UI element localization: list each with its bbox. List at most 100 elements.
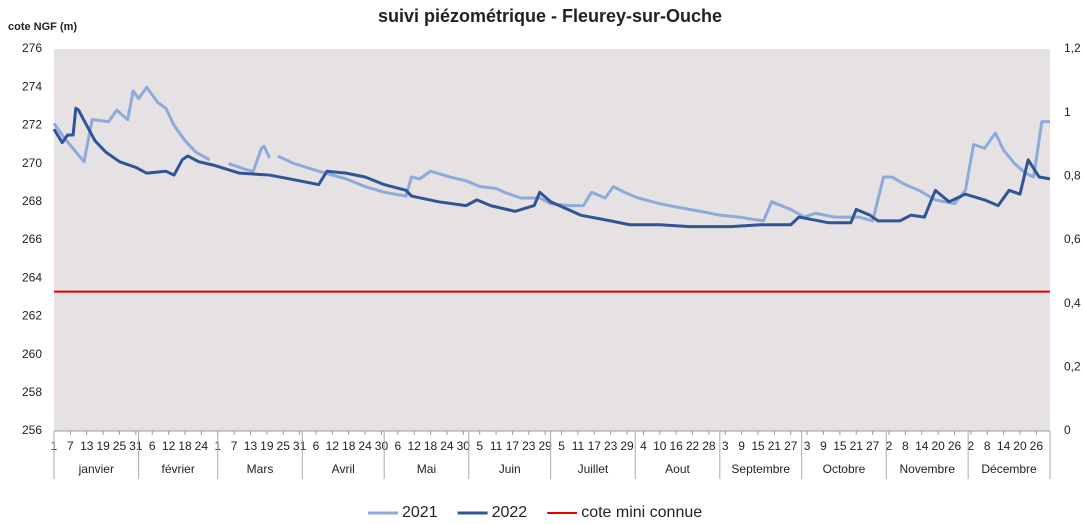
month-label: Aout xyxy=(665,462,690,476)
x-tick-label: 15 xyxy=(833,439,847,453)
plot-area xyxy=(54,49,1050,431)
x-tick-label: 8 xyxy=(902,439,909,453)
x-tick-label: 23 xyxy=(522,439,536,453)
x-tick-label: 7 xyxy=(231,439,238,453)
x-tick-label: 5 xyxy=(476,439,483,453)
x-tick-label: 12 xyxy=(326,439,340,453)
y2-tick-label: 1 xyxy=(1064,105,1071,119)
y2-tick-label: 0,4 xyxy=(1064,296,1081,310)
x-tick-label: 31 xyxy=(129,439,143,453)
x-tick-label: 22 xyxy=(686,439,700,453)
month-label: Juillet xyxy=(578,462,609,476)
month-label: Novembre xyxy=(900,462,956,476)
y-tick-label: 266 xyxy=(22,232,42,246)
x-tick-label: 14 xyxy=(997,439,1011,453)
x-tick-label: 21 xyxy=(850,439,864,453)
x-tick-label: 2 xyxy=(886,439,893,453)
series-line xyxy=(52,85,211,164)
legend: 2021 2022 cote mini connue xyxy=(368,504,702,521)
month-label: Décembre xyxy=(981,462,1037,476)
x-tick-label: 14 xyxy=(915,439,929,453)
x-tick-label: 28 xyxy=(702,439,716,453)
x-tick-label: 10 xyxy=(653,439,667,453)
series-line xyxy=(52,106,1051,229)
x-tick-label: 18 xyxy=(424,439,438,453)
month-label: février xyxy=(161,462,194,476)
y2-tick-label: 0 xyxy=(1064,423,1071,437)
x-tick-label: 8 xyxy=(984,439,991,453)
chart-title: suivi piézométrique - Fleurey-sur-Ouche xyxy=(378,6,722,26)
x-tick-label: 20 xyxy=(1013,439,1027,453)
legend-label: 2021 xyxy=(402,504,438,521)
y-tick-label: 274 xyxy=(22,79,42,93)
y-tick-label: 258 xyxy=(22,385,42,399)
y-axis-label: cote NGF (m) xyxy=(8,21,77,33)
y-tick-label: 270 xyxy=(22,156,42,170)
x-tick-label: 24 xyxy=(358,439,372,453)
x-tick-label: 12 xyxy=(162,439,176,453)
series-line xyxy=(277,120,1050,223)
month-label: Mai xyxy=(417,462,436,476)
x-tick-label: 18 xyxy=(178,439,192,453)
x-tick-label: 13 xyxy=(80,439,94,453)
x-tick-label: 16 xyxy=(669,439,683,453)
x-tick-label: 29 xyxy=(538,439,552,453)
x-tick-label: 2 xyxy=(968,439,975,453)
x-tick-label: 4 xyxy=(640,439,647,453)
x-tick-label: 12 xyxy=(408,439,422,453)
x-tick-label: 17 xyxy=(506,439,520,453)
x-tick-label: 27 xyxy=(784,439,798,453)
x-tick-label: 17 xyxy=(588,439,602,453)
x-tick-label: 15 xyxy=(751,439,765,453)
x-tick-label: 13 xyxy=(244,439,258,453)
y2-tick-label: 0,6 xyxy=(1064,232,1081,246)
x-tick-label: 29 xyxy=(620,439,634,453)
y-tick-label: 260 xyxy=(22,347,42,361)
x-tick-label: 24 xyxy=(440,439,454,453)
x-tick-label: 21 xyxy=(768,439,782,453)
y2-tick-label: 1,2 xyxy=(1064,41,1081,55)
x-tick-label: 18 xyxy=(342,439,356,453)
y2-tick-label: 0,8 xyxy=(1064,169,1081,183)
month-label: Avril xyxy=(332,462,355,476)
x-tick-label: 11 xyxy=(572,439,585,453)
y-tick-label: 264 xyxy=(22,270,42,284)
x-tick-label: 23 xyxy=(604,439,618,453)
x-tick-label: 6 xyxy=(149,439,156,453)
y-tick-label: 256 xyxy=(22,423,42,437)
x-tick-label: 9 xyxy=(820,439,827,453)
x-tick-label: 6 xyxy=(394,439,401,453)
month-label: janvier xyxy=(78,462,114,476)
x-tick-label: 3 xyxy=(804,439,811,453)
series-line xyxy=(228,144,271,173)
x-tick-label: 30 xyxy=(457,439,471,453)
x-tick-label: 26 xyxy=(1030,439,1044,453)
x-tick-label: 25 xyxy=(277,439,291,453)
x-tick-label: 3 xyxy=(722,439,729,453)
x-tick-label: 30 xyxy=(375,439,389,453)
x-tick-label: 24 xyxy=(195,439,209,453)
x-tick-label: 19 xyxy=(96,439,110,453)
x-tick-label: 19 xyxy=(260,439,274,453)
month-label: Mars xyxy=(247,462,274,476)
x-tick-label: 11 xyxy=(490,439,503,453)
x-tick-label: 9 xyxy=(738,439,745,453)
y-tick-label: 262 xyxy=(22,309,42,323)
y2-tick-label: 0,2 xyxy=(1064,360,1081,374)
x-tick-label: 27 xyxy=(866,439,880,453)
y-tick-label: 268 xyxy=(22,194,42,208)
x-tick-label: 5 xyxy=(558,439,565,453)
legend-label: cote mini connue xyxy=(581,504,702,521)
y-tick-label: 276 xyxy=(22,41,42,55)
x-tick-label: 20 xyxy=(931,439,945,453)
x-tick-label: 6 xyxy=(313,439,320,453)
x-tick-label: 25 xyxy=(113,439,127,453)
month-label: Octobre xyxy=(823,462,866,476)
x-tick-label: 31 xyxy=(293,439,307,453)
month-label: Juin xyxy=(499,462,521,476)
x-tick-label: 7 xyxy=(67,439,74,453)
x-tick-label: 26 xyxy=(948,439,962,453)
month-label: Septembre xyxy=(731,462,790,476)
legend-label: 2022 xyxy=(492,504,528,521)
